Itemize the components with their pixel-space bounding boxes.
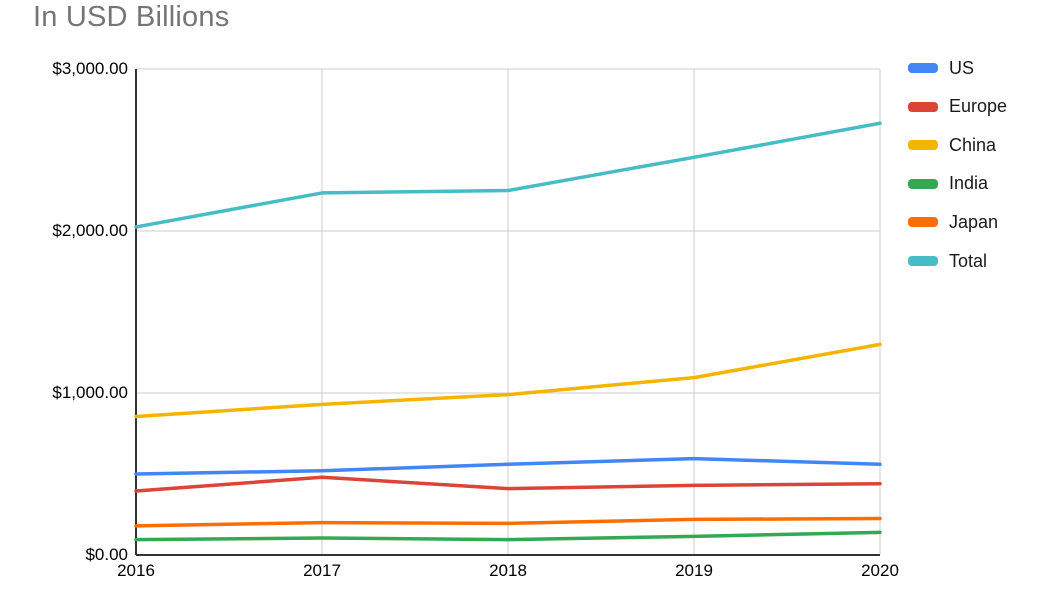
- legend-item-total: Total: [908, 251, 987, 271]
- legend-item-japan: Japan: [908, 212, 998, 232]
- line-series-japan: [134, 516, 882, 528]
- legend-item-india: India: [908, 173, 989, 194]
- line-series-total: [134, 121, 882, 229]
- legend-swatch-icon: [908, 63, 938, 73]
- legend-label: India: [949, 173, 989, 194]
- legend-swatch-icon: [908, 101, 938, 112]
- legend-label: Europe: [949, 96, 1008, 117]
- legend-swatch-icon: [908, 217, 938, 228]
- line-series-us: [134, 456, 882, 476]
- legend-swatch-icon: [908, 140, 938, 151]
- legend-label: China: [949, 134, 997, 155]
- legend-item-europe: Europe: [908, 96, 1008, 117]
- line-series-china: [134, 342, 882, 419]
- line-series-europe: [134, 475, 882, 493]
- chart-title: In USD Billions: [33, 1, 230, 33]
- y-axis-tick-label: $3,000.00: [52, 59, 128, 78]
- legend-item-us: US: [908, 58, 974, 78]
- x-axis-tick-label: 2019: [675, 561, 713, 580]
- legend-label: Total: [949, 250, 988, 271]
- x-axis-tick-label: 2016: [117, 561, 155, 580]
- x-axis-tick-label: 2020: [861, 561, 899, 580]
- line-series-india: [134, 530, 882, 542]
- legend-label: US: [949, 57, 975, 78]
- y-axis-tick-label: $1,000.00: [52, 383, 128, 402]
- legend-swatch-icon: [908, 256, 938, 266]
- x-axis-tick-label: 2017: [303, 561, 341, 580]
- legend-swatch-icon: [908, 178, 938, 189]
- legend-label: Japan: [949, 211, 999, 232]
- y-axis-tick-label: $0.00: [85, 545, 128, 564]
- legend-item-china: China: [908, 135, 996, 155]
- y-axis-tick-label: $2,000.00: [52, 221, 128, 240]
- x-axis-tick-label: 2018: [489, 561, 527, 580]
